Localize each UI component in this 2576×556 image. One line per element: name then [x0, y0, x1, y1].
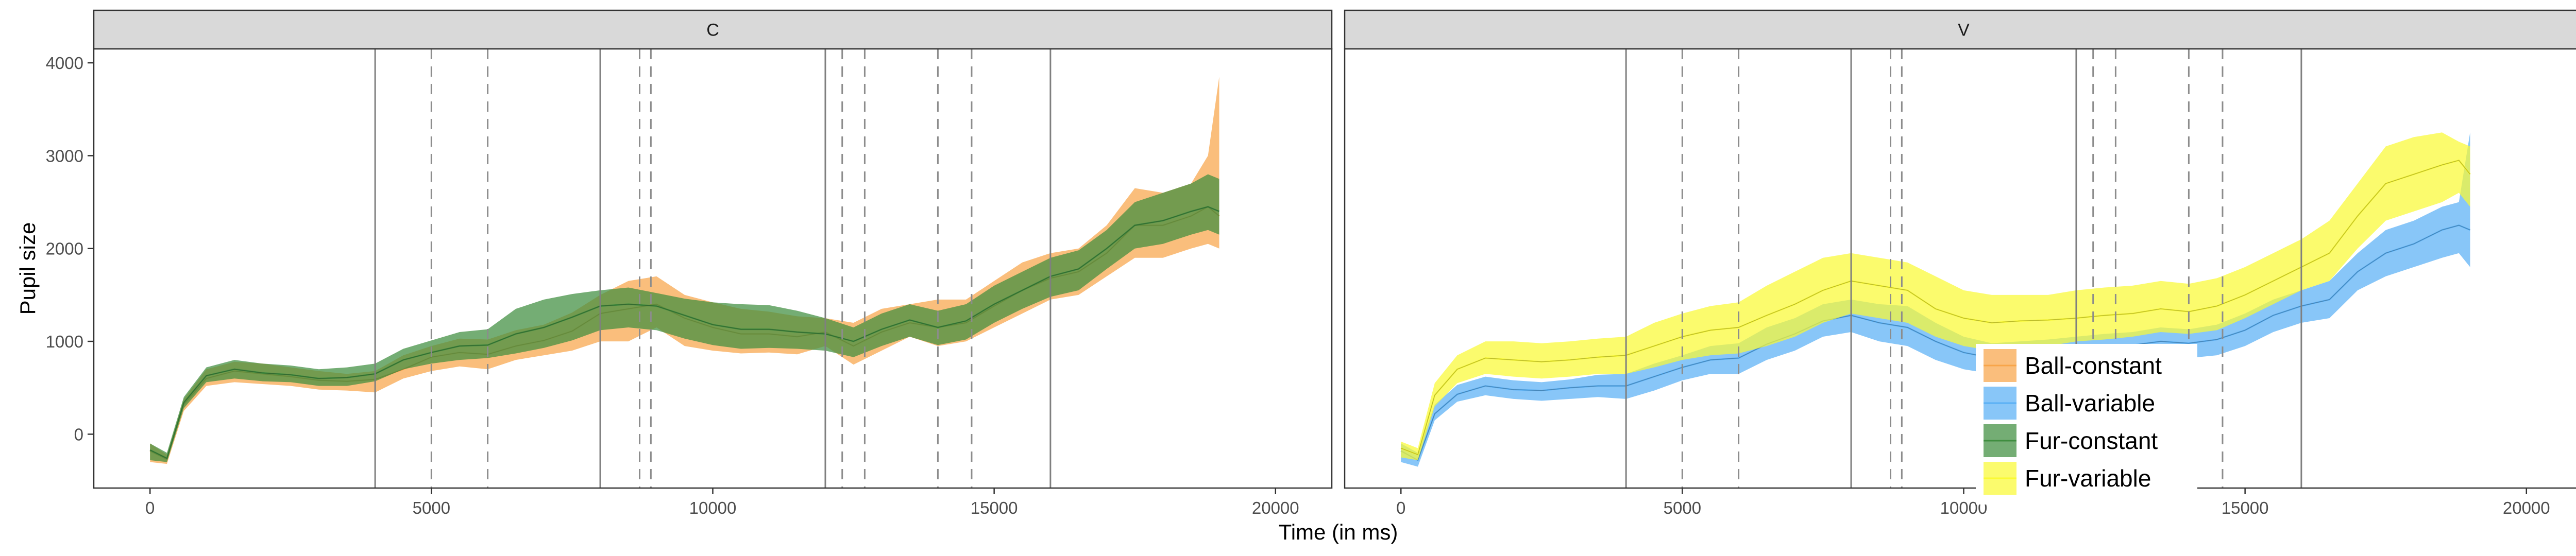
- x-tick-label: 10000: [689, 498, 737, 517]
- mean-line-shade-fur-constant: [149, 206, 1219, 459]
- mean-line-ball-variable: [1400, 224, 2471, 462]
- plot-area: [1400, 49, 2471, 488]
- ribbon-fur-variable: [1401, 132, 2470, 460]
- plot-background: [94, 49, 1332, 488]
- x-tick-label: 0: [145, 498, 155, 517]
- x-tick-label: 20000: [2503, 498, 2550, 517]
- y-tick-label: 4000: [46, 54, 83, 73]
- ribbon-ball-variable: [1401, 132, 2470, 467]
- legend: Ball-constant Ball-variable Fur-constant Fu…: [1976, 344, 2197, 505]
- y-tick-label: 0: [74, 425, 83, 444]
- x-tick-label: 5000: [1664, 498, 1701, 517]
- mean-line-fur-variable: [1400, 159, 2471, 456]
- legend-label-fur-constant: Fur-constant: [2025, 427, 2158, 454]
- mean-line-fur-constant: [149, 206, 1220, 460]
- y-tick-label: 2000: [46, 239, 83, 258]
- mean-line-shade-ball-variable: [1400, 224, 2470, 461]
- facet-strip-C: [93, 9, 1333, 50]
- mean-line-shade-fur-variable: [1400, 160, 2471, 456]
- legend-label-fur-variable: Fur-variable: [2025, 465, 2151, 492]
- y-tick-label: 1000: [46, 332, 83, 351]
- x-tick-label: 5000: [413, 498, 450, 517]
- y-axis-title: Pupil size: [15, 222, 40, 315]
- x-tick-label: 0: [1396, 498, 1405, 517]
- panel-V: V0 5000 10000 15000 20000: [1344, 9, 2576, 517]
- ribbon-fur-constant: [150, 174, 1219, 462]
- facet-label-V: V: [1958, 21, 1970, 40]
- x-tick-label: 15000: [971, 498, 1018, 517]
- x-axis-title: Time (in ms): [1279, 520, 1398, 544]
- x-tick-label: 15000: [2222, 498, 2269, 517]
- panel-C: C 0 5000 10000 15000 20000 0 1000 2000 3000 4000: [46, 9, 1333, 517]
- plot-area: [149, 49, 1220, 488]
- facet-label-C: C: [706, 21, 719, 40]
- x-tick-label: 20000: [1252, 498, 1299, 517]
- ribbon-ball-constant: [150, 77, 1219, 464]
- y-tick-label: 3000: [46, 146, 83, 165]
- legend-label-ball-constant: Ball-constant: [2025, 352, 2162, 379]
- legend-label-ball-variable: Ball-variable: [2025, 390, 2155, 416]
